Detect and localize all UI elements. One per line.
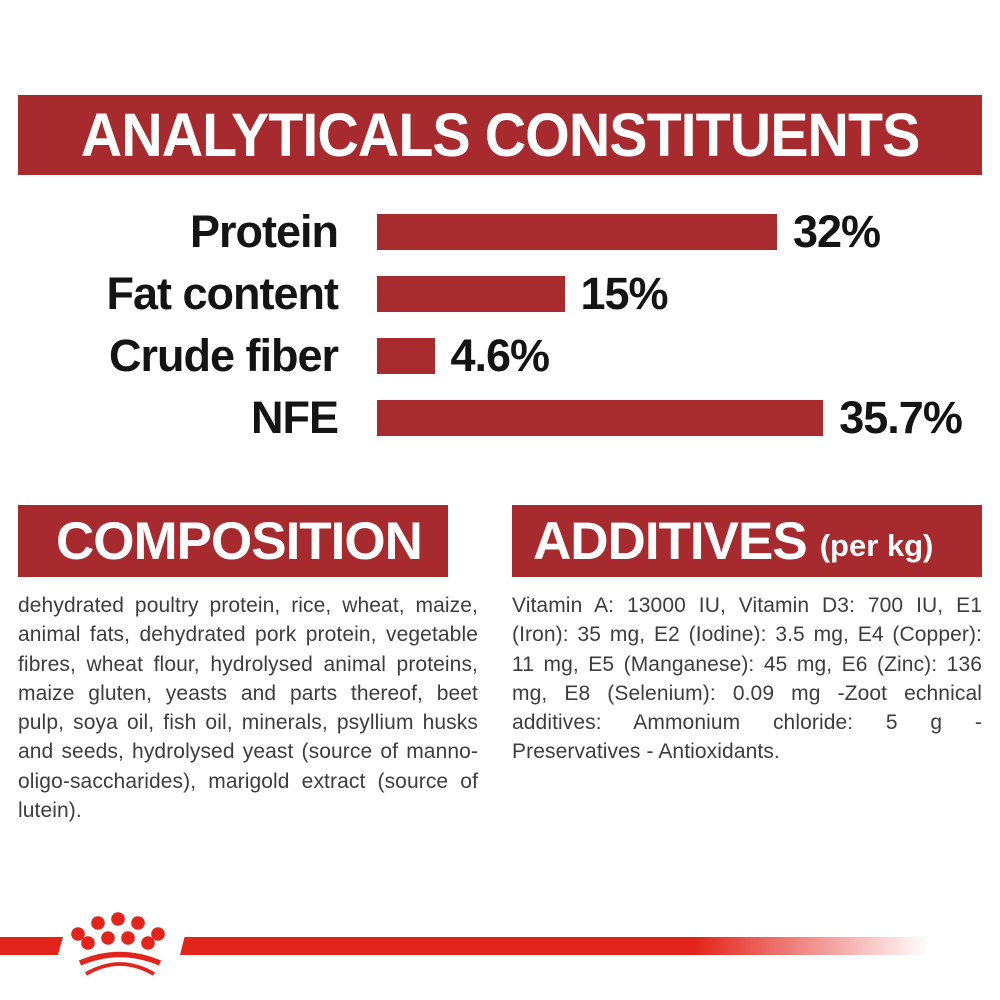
chart-row: Protein 32% xyxy=(18,201,982,263)
analyticals-title: ANALYTICALS CONSTITUENTS xyxy=(80,101,921,169)
chart-row-label: NFE xyxy=(251,392,339,443)
chart-row-label: Crude fiber xyxy=(108,330,339,381)
additives-banner: ADDITIVES (per kg) xyxy=(512,505,982,577)
composition-text: dehydrated poultry protein, rice, wheat,… xyxy=(18,594,478,823)
chart-bar xyxy=(377,338,435,374)
royal-canin-crown-icon xyxy=(71,912,165,976)
chart-bar-value: 35.7% xyxy=(839,392,963,443)
analyticals-chart: Protein 32% Fat content 15% Crude fiber 4.6% N… xyxy=(18,201,982,449)
composition-banner: COMPOSITION xyxy=(18,505,448,577)
chart-bar xyxy=(377,276,565,312)
analyticals-banner: ANALYTICALS CONSTITUENTS xyxy=(18,95,982,175)
chart-bar-value: 4.6% xyxy=(450,330,551,381)
composition-title: COMPOSITION xyxy=(56,511,423,571)
chart-bar xyxy=(377,400,824,436)
chart-row: Crude fiber 4.6% xyxy=(18,325,982,387)
chart-bar-value: 15% xyxy=(580,268,669,319)
chart-row: NFE 35.7% xyxy=(18,387,982,449)
chart-row-label: Protein xyxy=(189,206,339,257)
chart-bar xyxy=(377,214,777,250)
footer-band-right xyxy=(180,937,937,955)
chart-row-label: Fat content xyxy=(106,268,340,319)
additives-text: Vitamin A: 13000 IU, Vitamin D3: 700 IU,… xyxy=(512,594,982,764)
footer-band-left xyxy=(0,937,63,955)
additives-title: ADDITIVES xyxy=(533,511,808,571)
additives-section: ADDITIVES (per kg) Vitamin A: 13000 IU, … xyxy=(512,505,982,767)
additives-unit-label: (per kg) xyxy=(819,528,934,563)
composition-section: COMPOSITION dehydrated poultry protein, … xyxy=(18,505,478,825)
chart-bar-value: 32% xyxy=(793,206,881,257)
chart-row: Fat content 15% xyxy=(18,263,982,325)
